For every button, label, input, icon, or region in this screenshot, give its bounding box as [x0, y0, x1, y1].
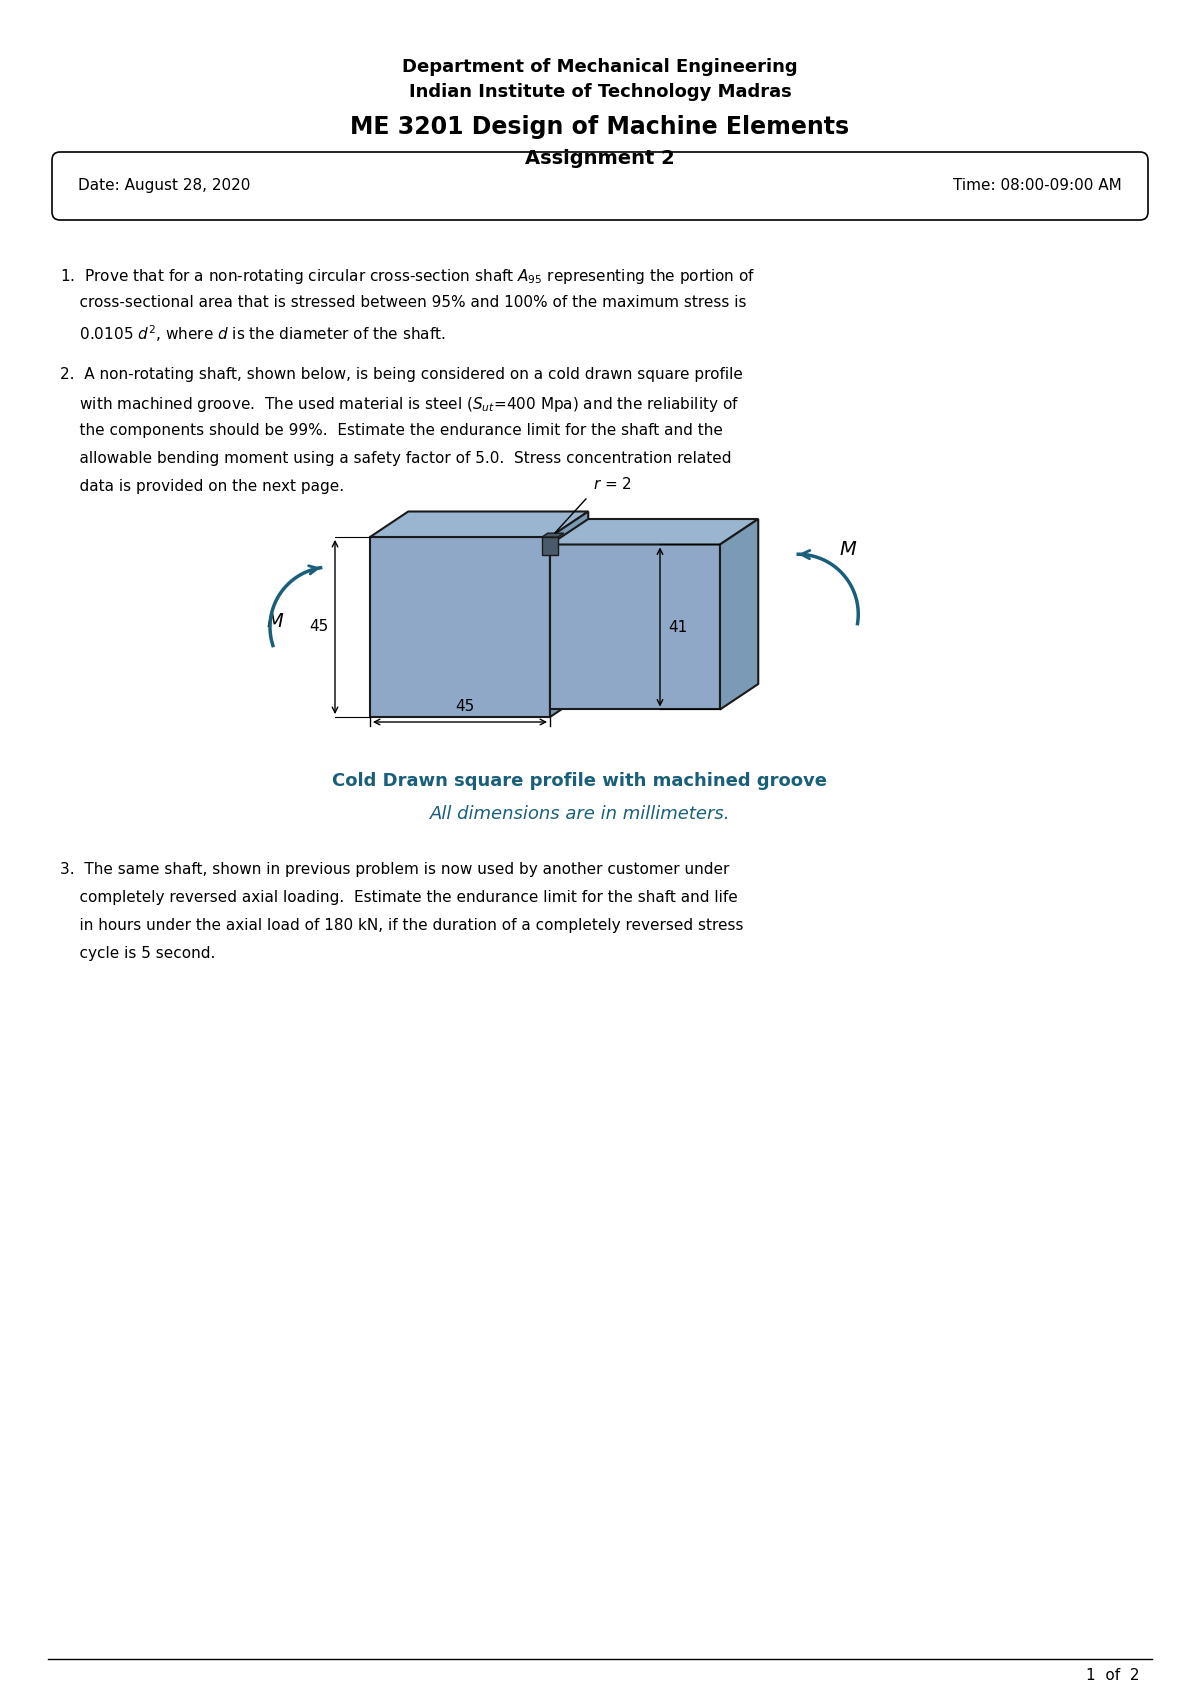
Polygon shape — [550, 519, 758, 545]
Polygon shape — [542, 536, 558, 555]
Text: Cold Drawn square profile with machined groove: Cold Drawn square profile with machined … — [332, 772, 828, 791]
Text: with machined groove.  The used material is steel ($S_{ut}$=400 Mpa) and the rel: with machined groove. The used material … — [60, 395, 739, 414]
Text: Date: August 28, 2020: Date: August 28, 2020 — [78, 178, 251, 193]
Text: 1.  Prove that for a non-rotating circular cross-section shaft $A_{95}$ represen: 1. Prove that for a non-rotating circula… — [60, 266, 756, 287]
Polygon shape — [550, 511, 588, 718]
Polygon shape — [720, 519, 758, 709]
Text: 45: 45 — [308, 619, 328, 635]
Polygon shape — [542, 533, 564, 536]
Text: data is provided on the next page.: data is provided on the next page. — [60, 479, 344, 494]
Text: 0.0105 $d^2$, where $d$ is the diameter of the shaft.: 0.0105 $d^2$, where $d$ is the diameter … — [60, 322, 445, 344]
Text: 1  of  2: 1 of 2 — [1086, 1668, 1140, 1682]
FancyBboxPatch shape — [52, 153, 1148, 221]
Polygon shape — [370, 536, 550, 718]
Text: Indian Institute of Technology Madras: Indian Institute of Technology Madras — [409, 83, 791, 102]
Text: 2.  A non-rotating shaft, shown below, is being considered on a cold drawn squar: 2. A non-rotating shaft, shown below, is… — [60, 367, 743, 382]
Text: cross-sectional area that is stressed between 95% and 100% of the maximum stress: cross-sectional area that is stressed be… — [60, 295, 746, 311]
Text: $M$: $M$ — [266, 613, 284, 631]
Text: in hours under the axial load of 180 kN, if the duration of a completely reverse: in hours under the axial load of 180 kN,… — [60, 918, 744, 933]
Text: Time: 08:00-09:00 AM: Time: 08:00-09:00 AM — [953, 178, 1122, 193]
Text: Department of Mechanical Engineering: Department of Mechanical Engineering — [402, 58, 798, 76]
Text: 45: 45 — [455, 699, 475, 714]
Text: cycle is 5 second.: cycle is 5 second. — [60, 945, 215, 961]
Text: Assignment 2: Assignment 2 — [526, 149, 674, 168]
Text: All dimensions are in millimeters.: All dimensions are in millimeters. — [430, 804, 731, 823]
Polygon shape — [550, 545, 720, 709]
Text: ME 3201 Design of Machine Elements: ME 3201 Design of Machine Elements — [350, 115, 850, 139]
Text: the components should be 99%.  Estimate the endurance limit for the shaft and th: the components should be 99%. Estimate t… — [60, 423, 722, 438]
Polygon shape — [370, 511, 588, 536]
Text: $M$: $M$ — [839, 540, 857, 558]
Text: 3.  The same shaft, shown in previous problem is now used by another customer un: 3. The same shaft, shown in previous pro… — [60, 862, 730, 877]
Text: allowable bending moment using a safety factor of 5.0.  Stress concentration rel: allowable bending moment using a safety … — [60, 451, 732, 467]
Text: 41: 41 — [668, 619, 688, 635]
Text: completely reversed axial loading.  Estimate the endurance limit for the shaft a: completely reversed axial loading. Estim… — [60, 889, 738, 905]
Text: $r$ = 2: $r$ = 2 — [593, 475, 632, 492]
